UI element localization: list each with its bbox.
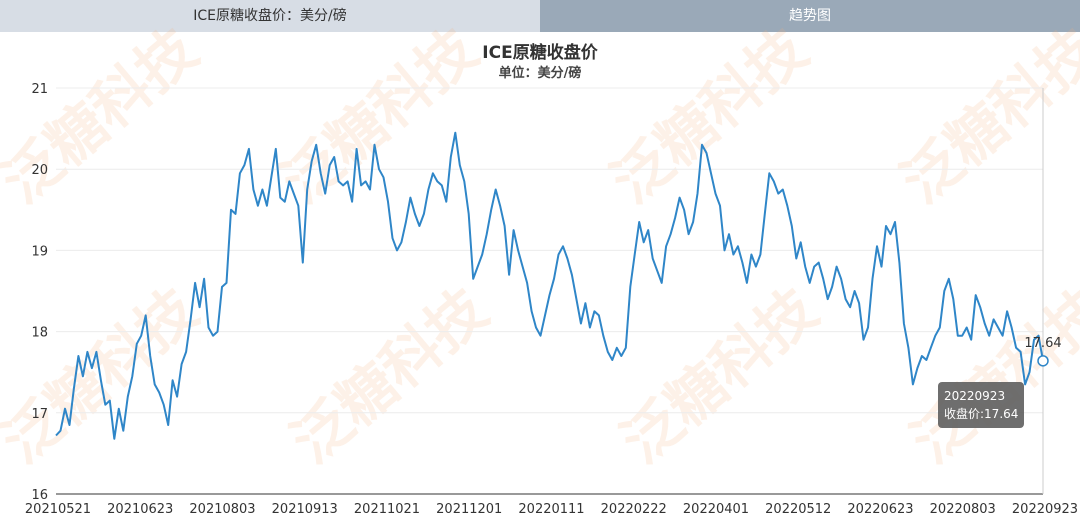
x-tick-label: 20220222	[601, 502, 667, 517]
x-tick-label: 20220803	[930, 502, 996, 517]
x-tick-label: 20220401	[683, 502, 749, 517]
data-tooltip: 20220923 收盘价:17.64	[938, 382, 1024, 428]
tooltip-date: 20220923	[944, 389, 1006, 403]
tab-trend-chart[interactable]: 趋势图	[540, 0, 1080, 32]
x-tick-label: 20210913	[272, 502, 338, 517]
x-tick-label: 20211021	[354, 502, 420, 517]
x-tick-label: 20220512	[765, 502, 831, 517]
x-tick-label: 20211201	[436, 502, 502, 517]
chart-title: ICE原糖收盘价	[482, 43, 598, 63]
x-tick-label: 20220923	[1012, 502, 1078, 517]
y-tick-label: 19	[31, 244, 48, 259]
x-tick-label: 20210623	[107, 502, 173, 517]
series-line	[55, 131, 1044, 440]
x-tick-label: 20210803	[189, 502, 255, 517]
last-point-marker	[1037, 355, 1049, 367]
tab-bar: ICE原糖收盘价：美分/磅 趋势图	[0, 0, 1080, 32]
x-tick-label: 20220111	[518, 502, 584, 517]
y-tick-label: 17	[31, 407, 48, 422]
y-tick-label: 21	[31, 82, 48, 97]
tooltip-value: 收盘价:17.64	[944, 407, 1019, 421]
tab-ice-raw-sugar-price[interactable]: ICE原糖收盘价：美分/磅	[0, 0, 540, 32]
y-tick-label: 20	[31, 163, 48, 178]
x-tick-label: 20220623	[847, 502, 913, 517]
y-tick-label: 18	[31, 326, 48, 341]
x-tick-label: 20210521	[25, 502, 91, 517]
y-tick-label: 16	[31, 488, 48, 503]
last-value-label: 17.64	[1024, 336, 1061, 351]
chart-subtitle: 单位：美分/磅	[498, 66, 582, 81]
